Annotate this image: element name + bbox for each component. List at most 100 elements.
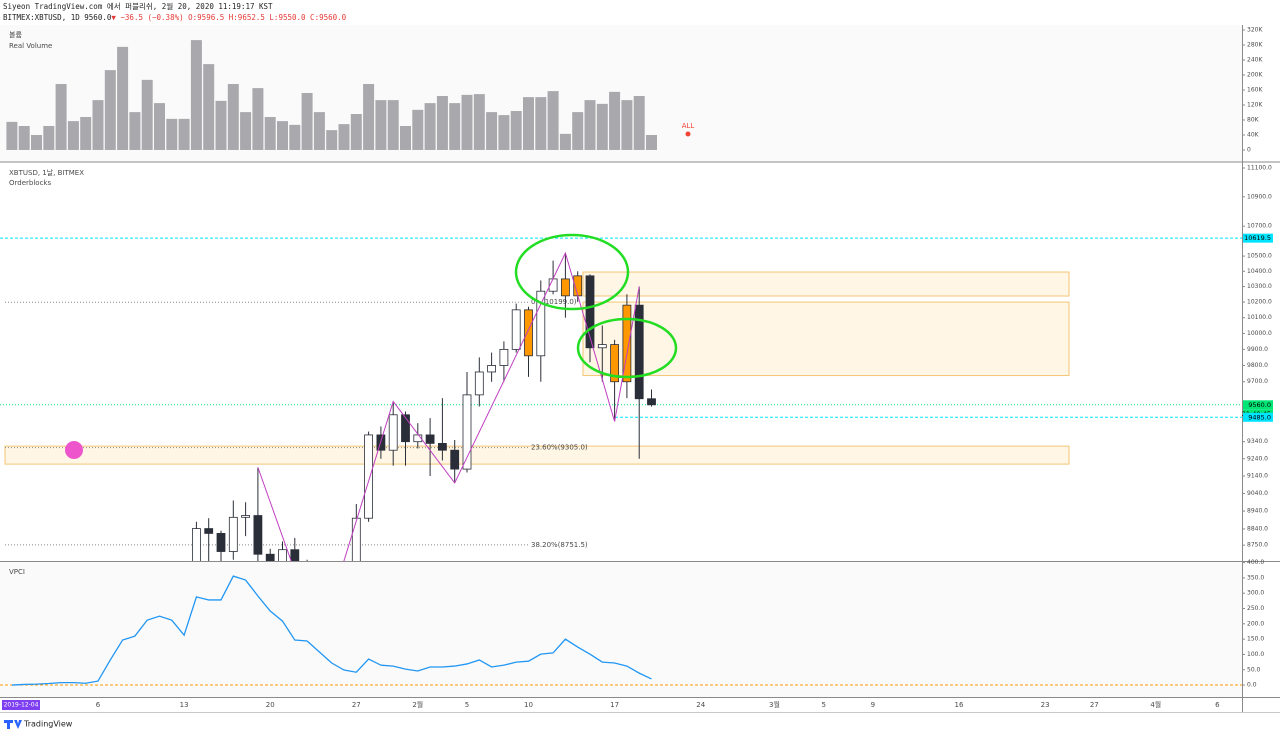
y-tick-label: 150.0 [1247,636,1264,643]
x-tick-label: 3월 [769,700,780,709]
pane-title: 볼륨 [9,30,22,39]
y-tick-label: 9900.0 [1247,346,1268,353]
y-tick-label: 120K [1247,101,1263,108]
volume-bar [80,116,92,150]
volume-bar [6,121,18,150]
fib-label: 0%(10199.0) [531,298,577,306]
volume-bar [498,115,510,150]
y-tick-label: 350.0 [1247,574,1264,581]
candle-body [634,304,644,400]
candle-body [462,394,472,470]
vpci-pane [0,562,1242,697]
volume-bar [523,97,534,150]
y-tick-label: 8940.0 [1247,508,1268,515]
marker [685,131,691,137]
candle-body [622,304,632,383]
candle-body [241,515,251,518]
volume-bar [350,113,362,150]
x-tick-label: 10 [524,701,533,709]
volume-bar [154,103,165,150]
volume-bar [252,88,264,150]
volume-bar [486,112,498,150]
y-tick-label: 250.0 [1247,605,1264,612]
volume-bar [547,91,559,150]
pane-subtitle: Real Volume [9,42,52,50]
x-tick-label: 9 [871,701,875,709]
y-tick-label: 10000.0 [1247,330,1272,337]
volume-bar [424,103,436,150]
volume-bar [387,100,399,150]
volume-bar [609,91,621,150]
volume-bar [166,118,178,150]
volume-layer [6,40,657,150]
candle-body [524,309,533,357]
fib-label: 38.20%(8751.5) [531,541,588,549]
y-tick-label: 50.0 [1247,666,1261,673]
volume-bar [178,118,190,150]
cursor-label: 2019-12-04 [4,702,39,709]
volume-bar [289,124,301,150]
y-tick-label: 200.0 [1247,620,1264,627]
ohlc: O:9596.5 H:9652.5 L:9550.0 C:9560.0 [188,13,347,22]
volume-bar [240,112,252,150]
volume-bar [473,94,485,150]
y-tick-label: 9240.0 [1247,455,1268,462]
change: ▼ −36.5 (−0.38%) [111,13,183,22]
y-tick-label: 8750.0 [1247,542,1268,549]
y-tick-label: 400.0 [1247,559,1264,566]
candle-body [610,344,619,383]
y-tick-label: 160K [1247,86,1263,93]
x-tick-label: 27 [352,701,361,709]
symbol-line: BITMEX:XBTUSD, 1D 9560.0▼ −36.5 (−0.38%)… [3,13,347,22]
y-tick-label: 300.0 [1247,590,1264,597]
volume-bar [104,70,116,150]
brand: TradingView [23,720,73,729]
hand-circle [576,317,678,379]
pane-title: VPCI [9,568,25,576]
candle-body [290,549,300,561]
price-tag [1243,233,1273,243]
candle-body [647,398,656,406]
volume-bar [400,125,411,150]
last-price: 9560.0 [84,13,112,22]
zigzag [257,251,640,561]
price-tag [1243,400,1273,410]
volume-bar [363,83,375,150]
time-axis: 3061320272월51017243월591623274월62019-12-0… [2,700,1220,710]
volume-bar [264,116,276,150]
y-tick-label: 0 [1247,146,1251,153]
candle-body [228,516,238,552]
price-tag-label: 10619.5 [1244,234,1271,242]
volume-bar [436,95,448,150]
volume-bar [646,134,657,150]
y-tick-label: 80K [1247,116,1260,123]
candle-body [204,528,214,534]
x-tick-label: 24 [696,701,705,709]
volume-bar [141,79,153,150]
volume-bar [190,40,202,150]
y-tick-label: 9700.0 [1247,378,1268,385]
y-tick-label: 10200.0 [1247,299,1272,306]
price-axis: 320K 280K 240K 200K 160K 120K 80K 40K 0 11100.0 10… [1242,26,1273,689]
y-tick-label: 10500.0 [1247,253,1272,260]
price-tag [1243,412,1273,422]
volume-bar [510,110,522,150]
x-tick-label: 6 [96,701,101,709]
volume-bar [449,103,461,150]
orderblock [4,445,1070,465]
candle-body [191,528,201,561]
candle-body [499,348,509,366]
y-tick-label: 100.0 [1247,651,1264,658]
x-tick-label: 17 [610,701,619,709]
x-tick-label: 20 [266,701,275,709]
y-tick-label: 0.0 [1247,682,1257,689]
volume-bar [67,121,79,150]
vpci-line [11,575,652,686]
volume-bar [621,100,633,150]
x-tick-label: 5 [465,701,469,709]
volume-bar [215,100,227,150]
candle-body [450,449,460,470]
candle-body [216,533,226,552]
candle-body [425,434,435,444]
